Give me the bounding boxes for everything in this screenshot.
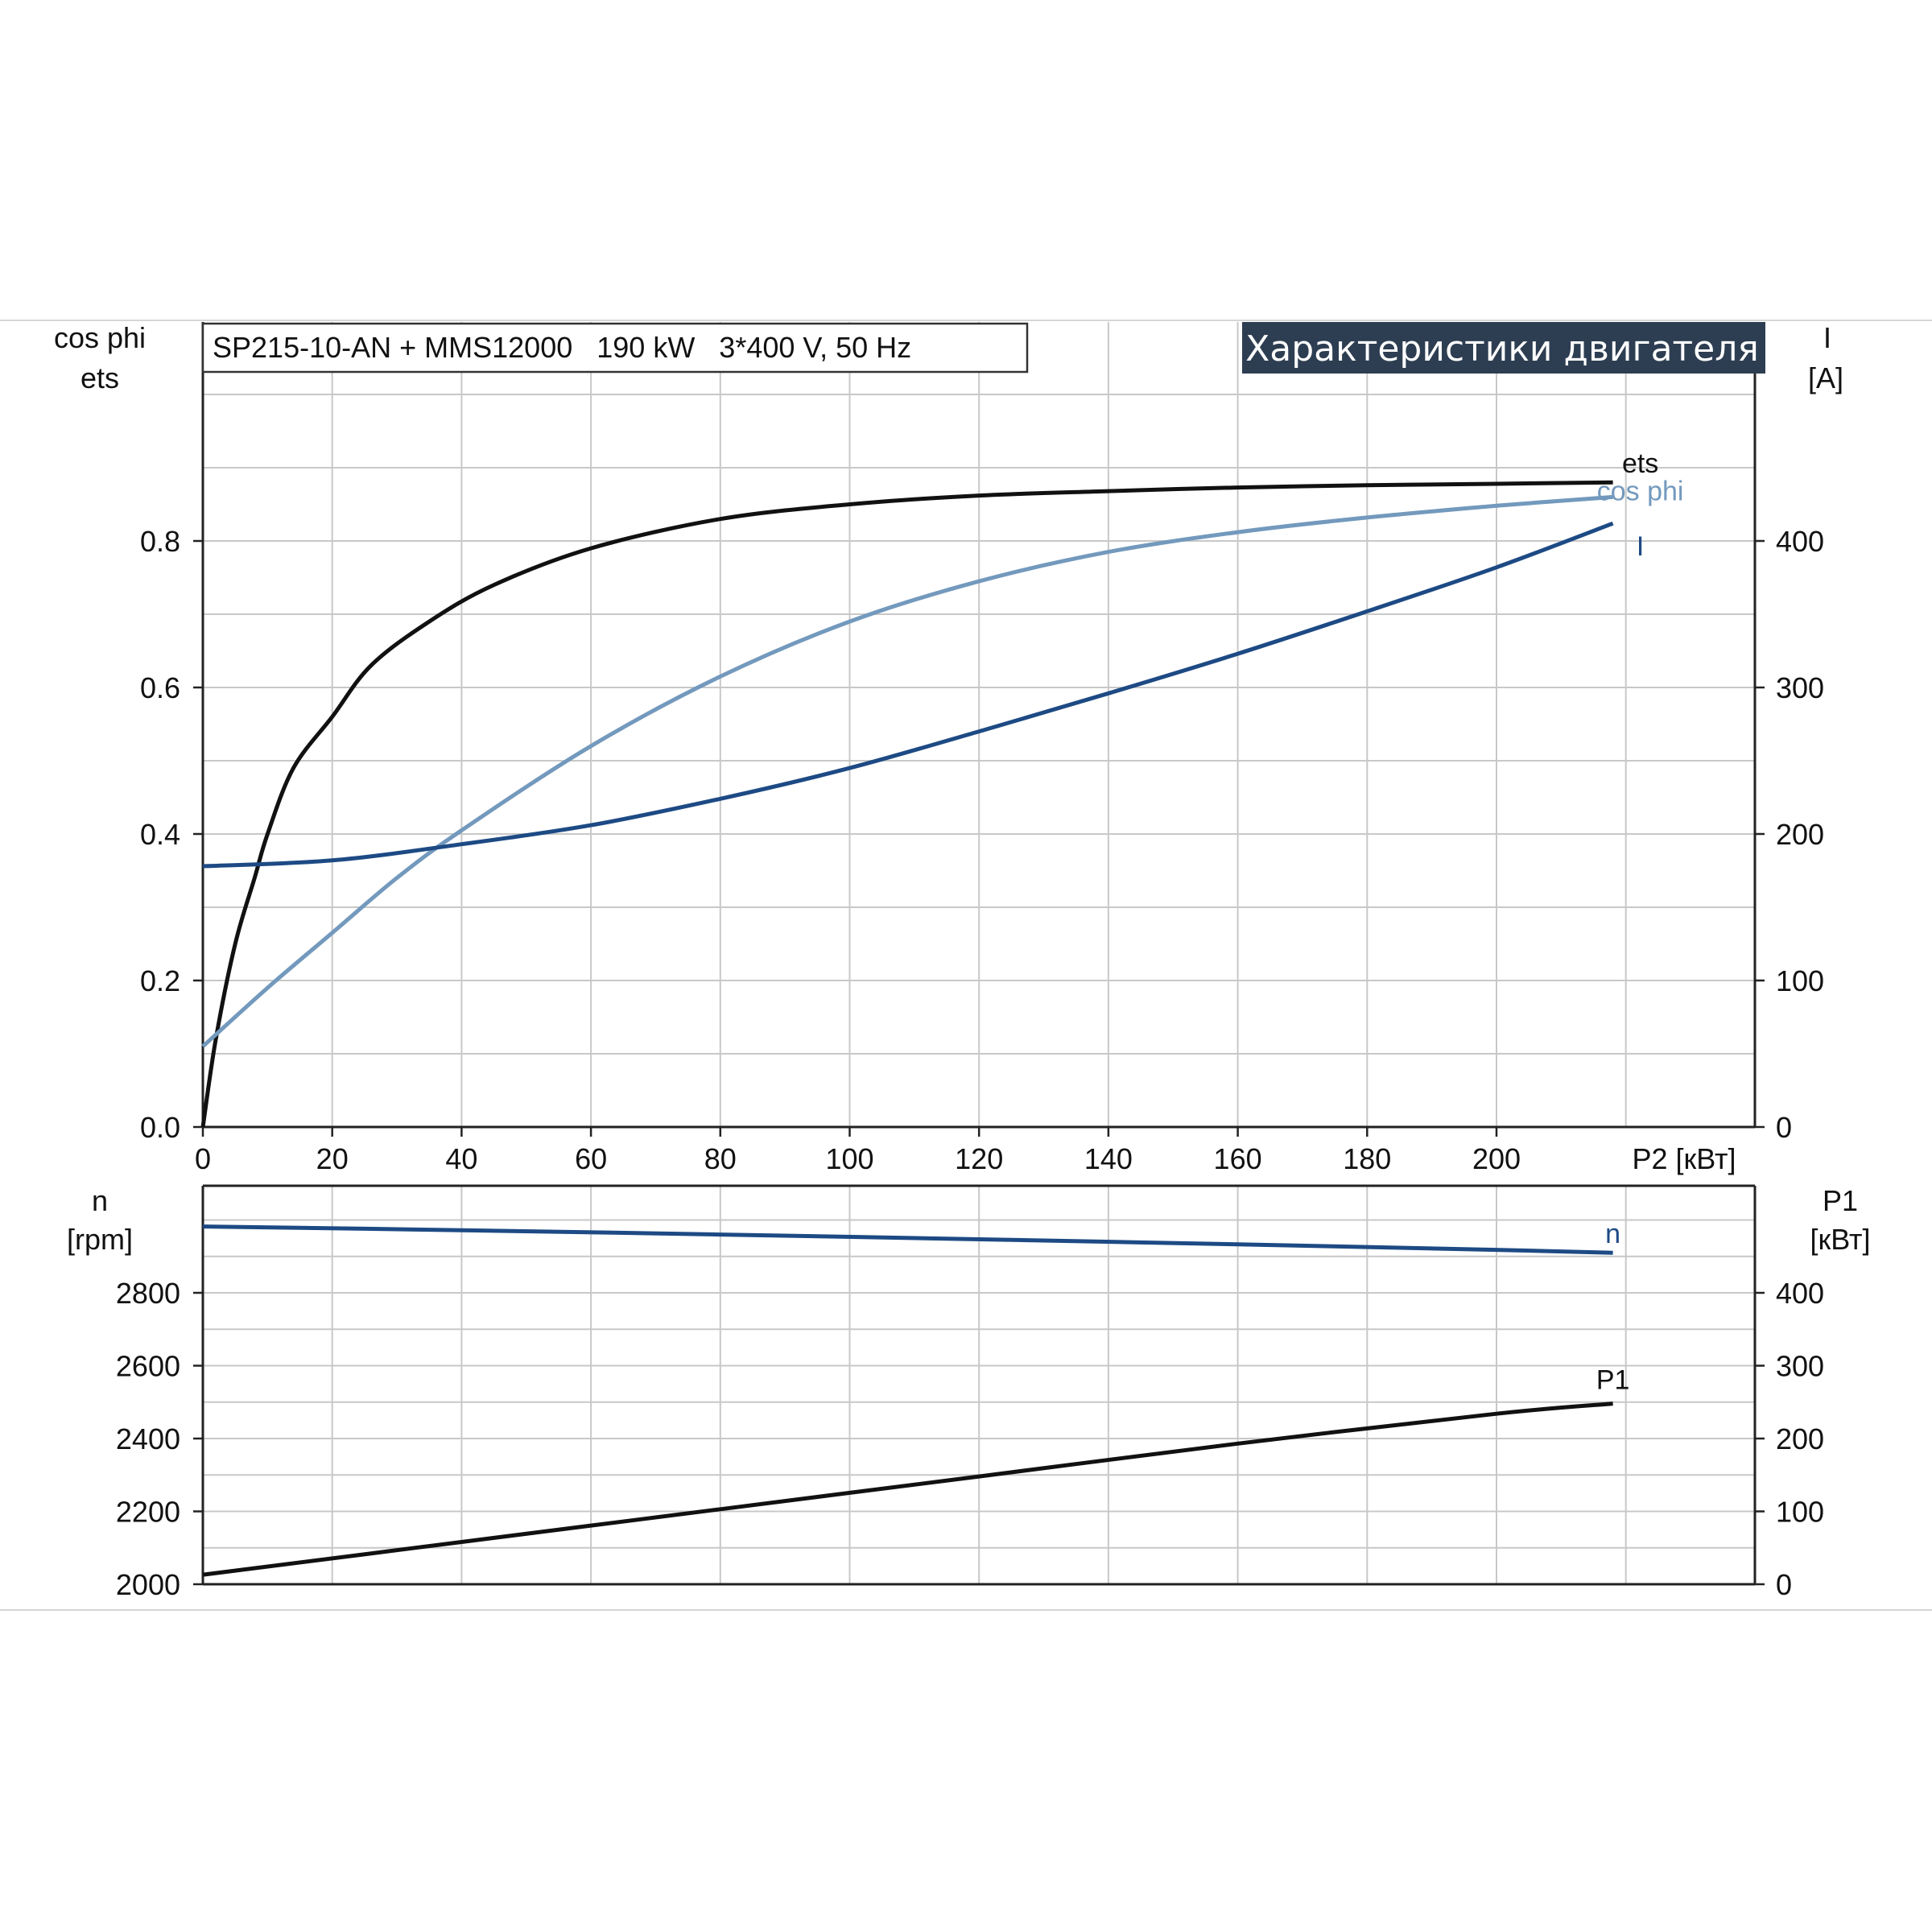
x-tick-label: 80 <box>704 1142 737 1175</box>
bottom-right-axis-title-line1: P1 <box>1823 1184 1858 1217</box>
right-tick-label: 200 <box>1776 1422 1824 1455</box>
series-label-n: n <box>1605 1219 1620 1249</box>
x-tick-label: 0 <box>195 1142 211 1175</box>
series-label-cos-phi: cos phi <box>1597 476 1684 506</box>
top-panel-grid <box>203 322 1755 1127</box>
left-tick-label: 2600 <box>116 1350 180 1383</box>
right-tick-label: 300 <box>1776 671 1824 704</box>
x-tick-label: 40 <box>445 1142 477 1175</box>
x-tick-label: 100 <box>825 1142 873 1175</box>
left-tick-label: 0.8 <box>140 525 180 558</box>
left-tick-label: 0.4 <box>140 818 180 851</box>
left-tick-label: 0.0 <box>140 1111 180 1144</box>
bottom-right-axis-title-line2: [кВт] <box>1810 1223 1870 1256</box>
series-line-ets <box>200 480 1613 1128</box>
title-badge <box>1242 322 1765 374</box>
right-tick-label: 0 <box>1776 1111 1792 1144</box>
x-tick-label: 180 <box>1343 1142 1391 1175</box>
right-tick-label: 100 <box>1776 1496 1824 1529</box>
left-tick-label: 2400 <box>116 1422 180 1455</box>
model-info-text: SP215-10-AN + MMS12000 190 kW 3*400 V, 5… <box>213 331 911 364</box>
top-right-axis-title-line1: I <box>1823 321 1831 354</box>
right-tick-label: 100 <box>1776 964 1824 997</box>
x-tick-label: 20 <box>316 1142 349 1175</box>
left-tick-label: 0.2 <box>140 964 180 997</box>
series-line-n <box>202 1224 1613 1255</box>
left-tick-label: 2200 <box>116 1496 180 1529</box>
x-tick-label: 60 <box>575 1142 607 1175</box>
left-tick-label: 2800 <box>116 1277 180 1310</box>
series-line-p1 <box>202 1402 1613 1577</box>
left-tick-label: 2000 <box>116 1568 180 1601</box>
title-badge-text: Характеристики двигателя <box>1245 328 1759 369</box>
series-label-i: I <box>1637 531 1644 562</box>
x-tick-label: 140 <box>1084 1142 1133 1175</box>
bottom-panel-series: n P1 <box>202 1219 1630 1577</box>
series-label-ets: ets <box>1622 448 1658 479</box>
bottom-panel-ticks: 2000 2200 2400 2600 2800 0 100 200 300 400 <box>116 1277 1824 1601</box>
right-tick-label: 400 <box>1776 1277 1824 1310</box>
top-panel-ticks: 0.0 0.2 0.4 0.6 0.8 0 100 200 300 400 0 20 40 60 80 100… <box>140 525 1824 1175</box>
x-tick-label: 160 <box>1214 1142 1262 1175</box>
x-axis-title: P2 [кВт] <box>1632 1142 1736 1175</box>
top-right-axis-title-line2: [A] <box>1808 361 1843 394</box>
right-tick-label: 0 <box>1776 1568 1792 1601</box>
right-tick-label: 200 <box>1776 818 1824 851</box>
x-tick-label: 200 <box>1472 1142 1521 1175</box>
left-tick-label: 0.6 <box>140 671 180 704</box>
series-label-p1: P1 <box>1596 1365 1630 1396</box>
right-tick-label: 300 <box>1776 1350 1824 1383</box>
right-tick-label: 400 <box>1776 525 1824 558</box>
series-line-cos-phi <box>201 494 1613 1048</box>
series-line-i <box>202 521 1614 869</box>
top-left-axis-title-line2: ets <box>80 361 119 394</box>
x-tick-label: 120 <box>955 1142 1003 1175</box>
top-left-axis-title-line1: cos phi <box>54 321 146 354</box>
bottom-panel-grid <box>203 1186 1755 1584</box>
bottom-left-axis-title-line2: [rpm] <box>67 1223 133 1256</box>
model-info-box <box>201 322 1029 374</box>
bottom-left-axis-title-line1: n <box>92 1184 108 1217</box>
